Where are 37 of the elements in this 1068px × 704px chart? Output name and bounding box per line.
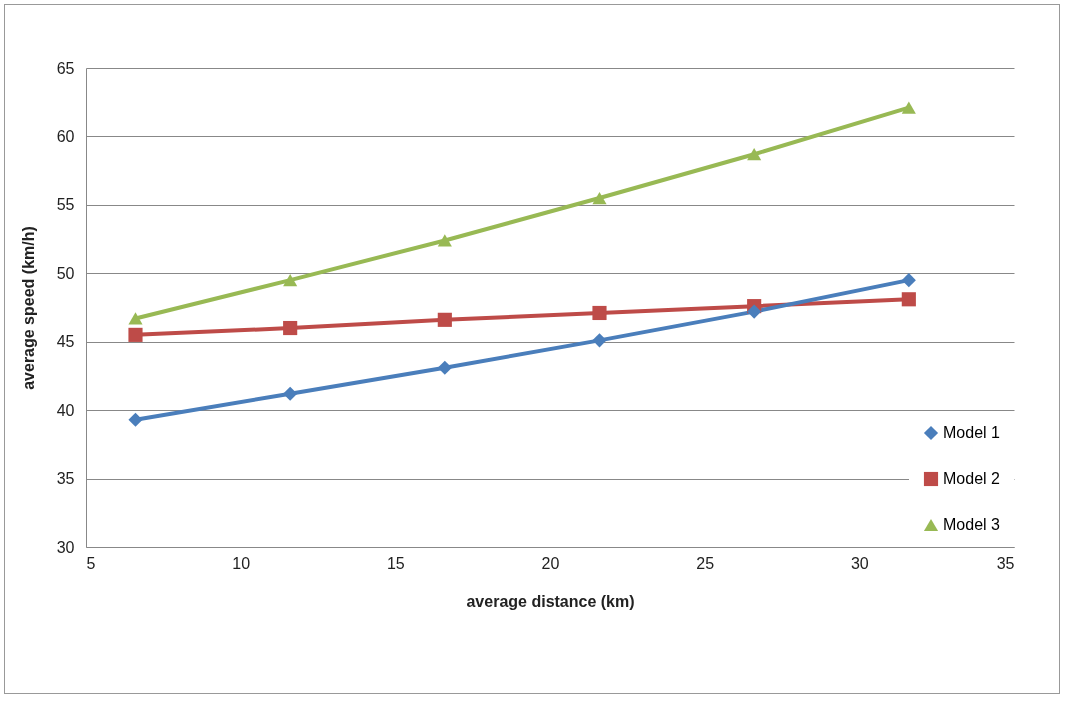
y-tick-label: 45	[56, 333, 75, 351]
point	[128, 412, 143, 427]
y-tick-label: 65	[56, 59, 75, 77]
y-tick-label: 35	[56, 470, 75, 488]
point	[592, 333, 607, 348]
y-tick-label: 55	[56, 196, 75, 214]
point	[283, 320, 298, 336]
x-tick-label: 35	[996, 554, 1015, 572]
y-tick-label: 40	[56, 401, 75, 419]
point	[437, 360, 452, 375]
y-tick-label: 60	[56, 127, 75, 145]
point	[747, 304, 762, 319]
point	[592, 305, 607, 321]
x-axis-title: average distance (km)	[466, 592, 635, 610]
y-tick-label: 30	[56, 538, 75, 556]
x-tick-label: 10	[232, 554, 251, 572]
y-axis-title: average speed (km/h)	[19, 226, 37, 390]
point	[437, 312, 452, 327]
x-tick-label: 25	[696, 554, 715, 572]
x-tick-label: 5	[86, 554, 96, 572]
point	[283, 386, 298, 401]
point	[901, 273, 916, 288]
point	[128, 312, 143, 325]
point	[901, 292, 916, 307]
legend-label: Model 3	[943, 516, 1001, 533]
point	[592, 191, 607, 205]
x-tick-label: 20	[541, 554, 560, 572]
y-tick-label: 50	[56, 264, 75, 282]
legend-label: Model 1	[943, 424, 1001, 441]
x-tick-label: 30	[850, 554, 869, 572]
point	[437, 234, 452, 247]
point	[283, 274, 298, 287]
point	[901, 101, 916, 114]
point	[747, 148, 762, 161]
x-tick-label: 15	[386, 554, 405, 572]
point	[128, 327, 143, 342]
legend-label: Model 2	[943, 470, 1001, 487]
